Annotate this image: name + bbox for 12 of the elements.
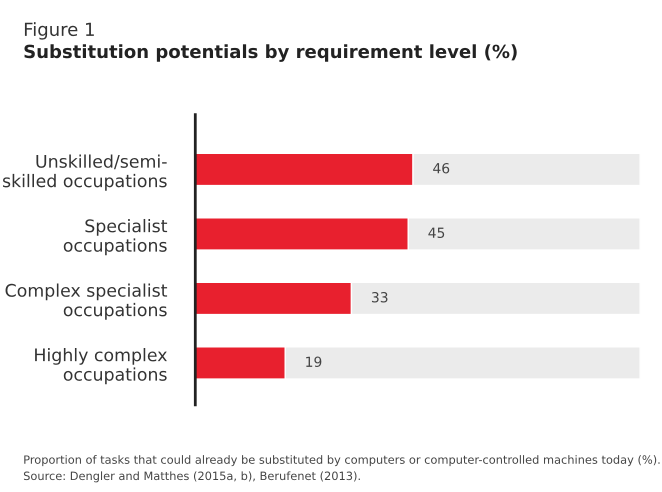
y-tick-label: Unskilled/semi- skilled occupations bbox=[2, 154, 167, 191]
data-label: 19 bbox=[306, 356, 322, 368]
y-tick-label: Complex specialist occupations bbox=[6, 283, 168, 320]
data-label: 46 bbox=[433, 162, 450, 174]
source-note: Source: Dengler and Matthes (2015a, b), Berufenet (2013). bbox=[24, 471, 360, 482]
y-tick-label: Highly complex occupations bbox=[35, 348, 167, 384]
data-label: 45 bbox=[428, 228, 444, 238]
data-label: 33 bbox=[372, 292, 388, 303]
text: Proportion of tasks that could already be substituted by computers or computer-controlled machines today (%). bbox=[24, 455, 660, 466]
chart-subtitle: Substitution potentials by requirement level (%) bbox=[24, 44, 517, 62]
y-tick-label: Specialist occupations bbox=[64, 218, 168, 256]
chart-title: Figure 1 bbox=[24, 22, 94, 40]
